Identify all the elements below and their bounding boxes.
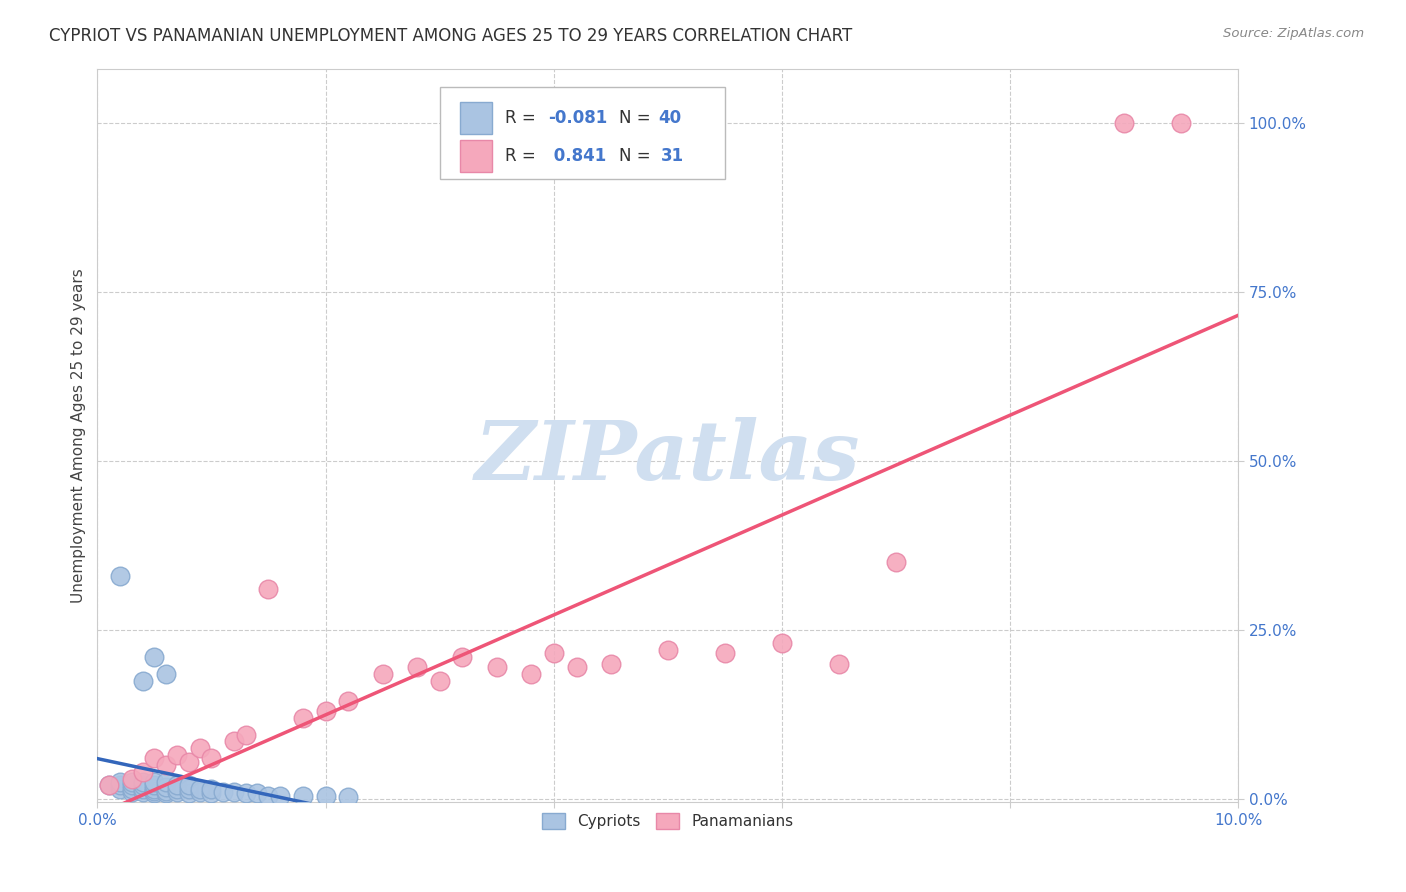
Text: R =: R =	[505, 109, 541, 127]
Point	[224, 785, 246, 799]
Point	[132, 781, 155, 796]
Point	[108, 778, 131, 792]
Point	[337, 694, 360, 708]
Point	[770, 636, 793, 650]
Point	[246, 787, 269, 801]
Point	[132, 673, 155, 688]
Point	[132, 778, 155, 792]
Point	[543, 647, 565, 661]
Point	[188, 781, 211, 796]
Point	[371, 666, 394, 681]
Point	[224, 734, 246, 748]
Point	[200, 787, 222, 801]
Text: 0.841: 0.841	[548, 147, 606, 165]
FancyBboxPatch shape	[440, 87, 725, 178]
Point	[714, 647, 737, 661]
Text: CYPRIOT VS PANAMANIAN UNEMPLOYMENT AMONG AGES 25 TO 29 YEARS CORRELATION CHART: CYPRIOT VS PANAMANIAN UNEMPLOYMENT AMONG…	[49, 27, 852, 45]
Point	[257, 789, 280, 803]
Point	[291, 711, 314, 725]
Point	[565, 660, 588, 674]
Point	[200, 781, 222, 796]
Point	[188, 741, 211, 756]
Y-axis label: Unemployment Among Ages 25 to 29 years: Unemployment Among Ages 25 to 29 years	[72, 268, 86, 603]
Point	[155, 784, 177, 798]
Point	[121, 775, 143, 789]
Point	[1114, 115, 1136, 129]
Point	[177, 778, 200, 792]
FancyBboxPatch shape	[460, 102, 492, 134]
Point	[143, 751, 166, 765]
Point	[108, 568, 131, 582]
Point	[177, 781, 200, 796]
Point	[166, 747, 188, 762]
Text: R =: R =	[505, 147, 546, 165]
Text: -0.081: -0.081	[548, 109, 607, 127]
Point	[108, 775, 131, 789]
Point	[200, 751, 222, 765]
Point	[121, 781, 143, 796]
Point	[132, 764, 155, 779]
Point	[108, 781, 131, 796]
Point	[155, 758, 177, 772]
Point	[177, 755, 200, 769]
Point	[315, 704, 337, 718]
Text: ZIPatlas: ZIPatlas	[475, 417, 860, 498]
Point	[599, 657, 621, 671]
Point	[132, 775, 155, 789]
Point	[657, 643, 679, 657]
Point	[188, 785, 211, 799]
Point	[485, 660, 508, 674]
Text: N =: N =	[619, 109, 655, 127]
Point	[155, 787, 177, 801]
Point	[121, 785, 143, 799]
Point	[884, 555, 907, 569]
Point	[177, 787, 200, 801]
Legend: Cypriots, Panamanians: Cypriots, Panamanians	[536, 806, 800, 835]
Point	[211, 785, 233, 799]
Point	[269, 789, 291, 803]
Point	[121, 772, 143, 786]
Point	[155, 780, 177, 794]
Point	[451, 649, 474, 664]
Point	[405, 660, 427, 674]
Point	[143, 778, 166, 792]
Point	[235, 728, 257, 742]
Text: 40: 40	[658, 109, 682, 127]
Point	[337, 789, 360, 804]
Point	[121, 778, 143, 792]
Text: N =: N =	[619, 147, 661, 165]
Text: 31: 31	[661, 147, 685, 165]
Point	[520, 666, 543, 681]
Point	[155, 666, 177, 681]
Point	[143, 787, 166, 801]
Point	[166, 778, 188, 792]
Point	[155, 775, 177, 789]
Point	[97, 778, 120, 792]
FancyBboxPatch shape	[460, 140, 492, 172]
Point	[143, 781, 166, 796]
Point	[143, 784, 166, 798]
Point	[291, 789, 314, 803]
Text: Source: ZipAtlas.com: Source: ZipAtlas.com	[1223, 27, 1364, 40]
Point	[257, 582, 280, 597]
Point	[235, 787, 257, 801]
Point	[143, 775, 166, 789]
Point	[132, 785, 155, 799]
Point	[97, 778, 120, 792]
Point	[828, 657, 851, 671]
Point	[166, 781, 188, 796]
Point	[1170, 115, 1192, 129]
Point	[429, 673, 451, 688]
Point	[315, 789, 337, 803]
Point	[143, 649, 166, 664]
Point	[166, 785, 188, 799]
